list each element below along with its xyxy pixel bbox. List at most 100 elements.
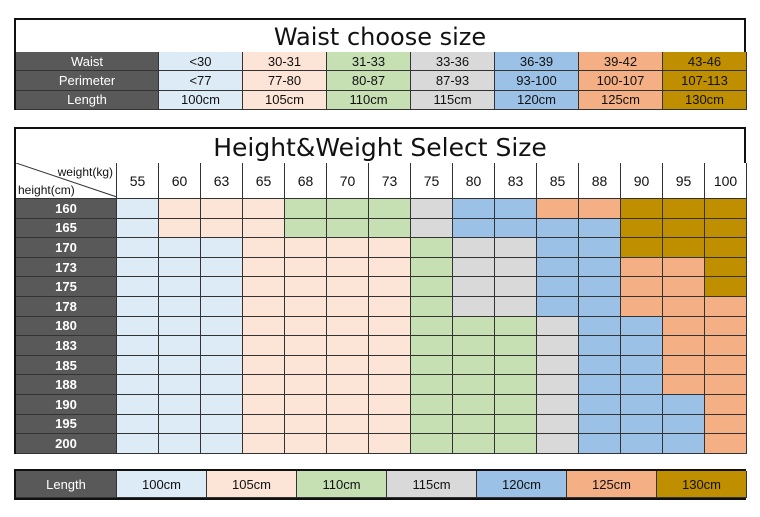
- size-grid-cell: [159, 355, 201, 376]
- size-grid-cell: [159, 257, 201, 278]
- height-label: 195: [16, 414, 117, 435]
- size-grid-cell: [327, 238, 369, 258]
- size-grid-cell: [579, 414, 621, 435]
- height-label: 160: [16, 199, 117, 219]
- size-grid-cell: [495, 336, 537, 356]
- size-grid-cell: [453, 257, 495, 278]
- size-grid-cell: [117, 414, 159, 435]
- size-grid-cell: [327, 355, 369, 376]
- size-grid-cell: [705, 414, 747, 435]
- size-cell: 33-36: [411, 52, 495, 72]
- size-grid-cell: [201, 414, 243, 435]
- size-grid-cell: [537, 355, 579, 376]
- size-grid-cell: [411, 414, 453, 435]
- size-grid-cell: [663, 297, 705, 317]
- size-cell: 31-33: [327, 52, 411, 72]
- length-legend-table: Length 100cm 105cm 110cm 115cm 120cm 125cm 130c…: [14, 469, 747, 500]
- size-grid-cell: [285, 434, 327, 454]
- size-grid-cell: [243, 238, 285, 258]
- size-grid-cell: [201, 238, 243, 258]
- size-grid-cell: [621, 414, 663, 435]
- size-grid-cell: [579, 355, 621, 376]
- size-grid-cell: [369, 297, 411, 317]
- length-cell: 105cm: [207, 471, 297, 498]
- length-cell: 110cm: [297, 471, 387, 498]
- size-grid-cell: [705, 238, 747, 258]
- size-grid-cell: [705, 316, 747, 337]
- size-grid-cell: [369, 395, 411, 415]
- size-grid-cell: [369, 375, 411, 395]
- size-grid-cell: [411, 297, 453, 317]
- size-cell: 77-80: [243, 71, 327, 91]
- weight-header: 83: [495, 163, 537, 199]
- row-label: Waist: [16, 52, 159, 72]
- size-grid-cell: [201, 355, 243, 376]
- weight-header: 68: [285, 163, 327, 199]
- size-grid-cell: [453, 316, 495, 337]
- size-grid-cell: [579, 257, 621, 278]
- size-grid-cell: [243, 316, 285, 337]
- size-grid-cell: [663, 238, 705, 258]
- height-label: 183: [16, 336, 117, 356]
- size-grid-cell: [117, 277, 159, 297]
- size-grid-cell: [411, 395, 453, 415]
- size-grid-cell: [411, 316, 453, 337]
- height-label: 165: [16, 218, 117, 239]
- size-grid-cell: [579, 277, 621, 297]
- size-grid-cell: [117, 199, 159, 219]
- height-label: 178: [16, 297, 117, 317]
- height-weight-size-table: Height&Weight Select Size weight(kg) hei…: [14, 127, 747, 454]
- size-grid-cell: [117, 218, 159, 239]
- weight-header: 95: [663, 163, 705, 199]
- size-grid-cell: [411, 257, 453, 278]
- size-grid-cell: [621, 218, 663, 239]
- size-grid-cell: [705, 395, 747, 415]
- size-grid-cell: [285, 199, 327, 219]
- size-grid-cell: [243, 414, 285, 435]
- size-grid-cell: [285, 277, 327, 297]
- size-cell: 115cm: [411, 90, 495, 110]
- size-grid-cell: [453, 355, 495, 376]
- height-label: 173: [16, 257, 117, 278]
- weight-header: 73: [369, 163, 411, 199]
- size-grid-cell: [537, 297, 579, 317]
- height-label: 188: [16, 375, 117, 395]
- size-grid-cell: [453, 277, 495, 297]
- size-grid-cell: [243, 199, 285, 219]
- size-grid-cell: [579, 375, 621, 395]
- weight-header: 60: [159, 163, 201, 199]
- length-cell: 100cm: [117, 471, 207, 498]
- size-grid-cell: [369, 355, 411, 376]
- size-grid-cell: [537, 277, 579, 297]
- size-grid-cell: [369, 414, 411, 435]
- size-grid-cell: [243, 218, 285, 239]
- weight-header: 70: [327, 163, 369, 199]
- size-grid-cell: [159, 199, 201, 219]
- size-grid-cell: [663, 414, 705, 435]
- size-grid-cell: [537, 434, 579, 454]
- size-grid-cell: [453, 434, 495, 454]
- size-cell: 100-107: [579, 71, 663, 91]
- size-grid-cell: [663, 395, 705, 415]
- size-grid-cell: [159, 277, 201, 297]
- weight-header: 63: [201, 163, 243, 199]
- size-grid-cell: [663, 434, 705, 454]
- size-grid-cell: [705, 355, 747, 376]
- size-grid-cell: [369, 434, 411, 454]
- height-label: 200: [16, 434, 117, 454]
- size-grid-cell: [327, 395, 369, 415]
- size-grid-cell: [369, 336, 411, 356]
- size-grid-cell: [243, 297, 285, 317]
- size-grid-cell: [621, 199, 663, 219]
- weight-header: 90: [621, 163, 663, 199]
- height-axis-label: height(cm): [18, 183, 75, 197]
- size-grid-cell: [327, 375, 369, 395]
- size-grid-cell: [705, 375, 747, 395]
- size-cell: 80-87: [327, 71, 411, 91]
- weight-header: 75: [411, 163, 453, 199]
- size-grid-cell: [285, 238, 327, 258]
- weight-header: 88: [579, 163, 621, 199]
- size-grid-cell: [159, 414, 201, 435]
- size-grid-cell: [201, 375, 243, 395]
- size-grid-cell: [453, 218, 495, 239]
